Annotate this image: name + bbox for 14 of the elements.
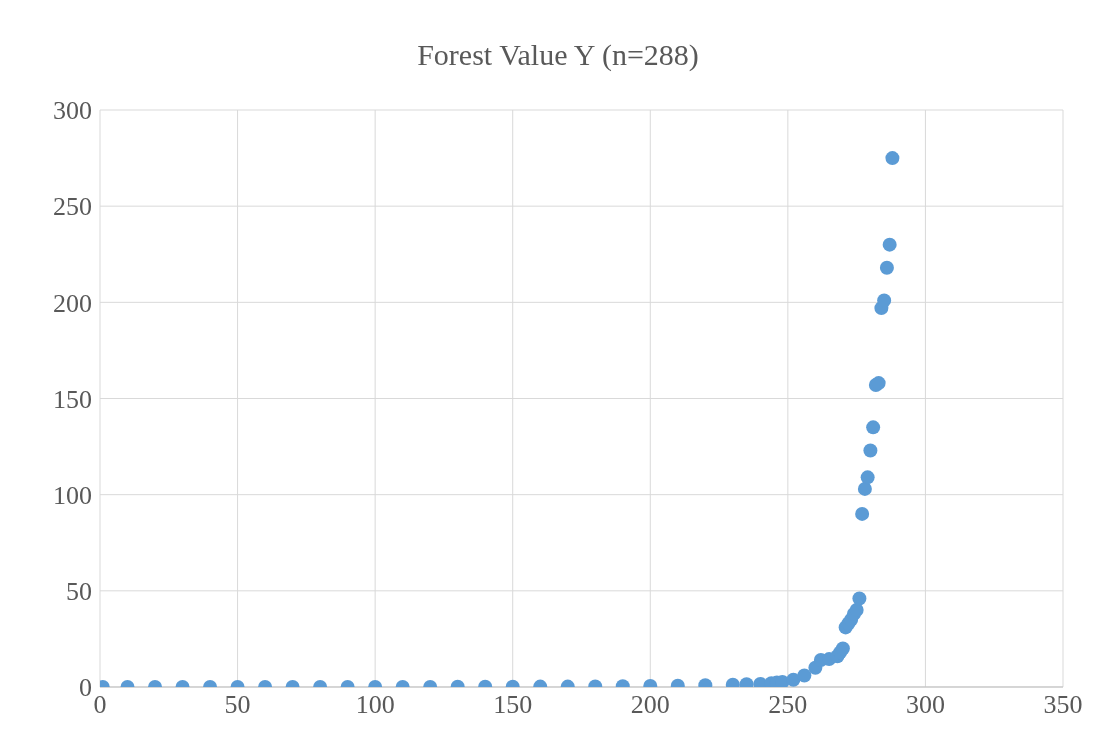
y-tick-label: 250 [53, 192, 92, 222]
x-tick-label: 50 [224, 690, 251, 720]
y-tick-label: 300 [53, 96, 92, 126]
y-tick-label: 50 [66, 577, 92, 607]
x-tick-label: 200 [630, 690, 670, 720]
x-tick-label: 100 [355, 690, 395, 720]
y-tick-label: 200 [53, 288, 92, 318]
y-tick-label: 150 [53, 384, 92, 414]
x-tick-label: 150 [493, 690, 533, 720]
x-tick-label: 350 [1043, 690, 1083, 720]
y-tick-label: 100 [53, 480, 92, 510]
chart-title: Forest Value Y (n=288) [416, 38, 700, 72]
x-tick-label: 250 [768, 690, 808, 720]
x-tick-label: 300 [905, 690, 945, 720]
